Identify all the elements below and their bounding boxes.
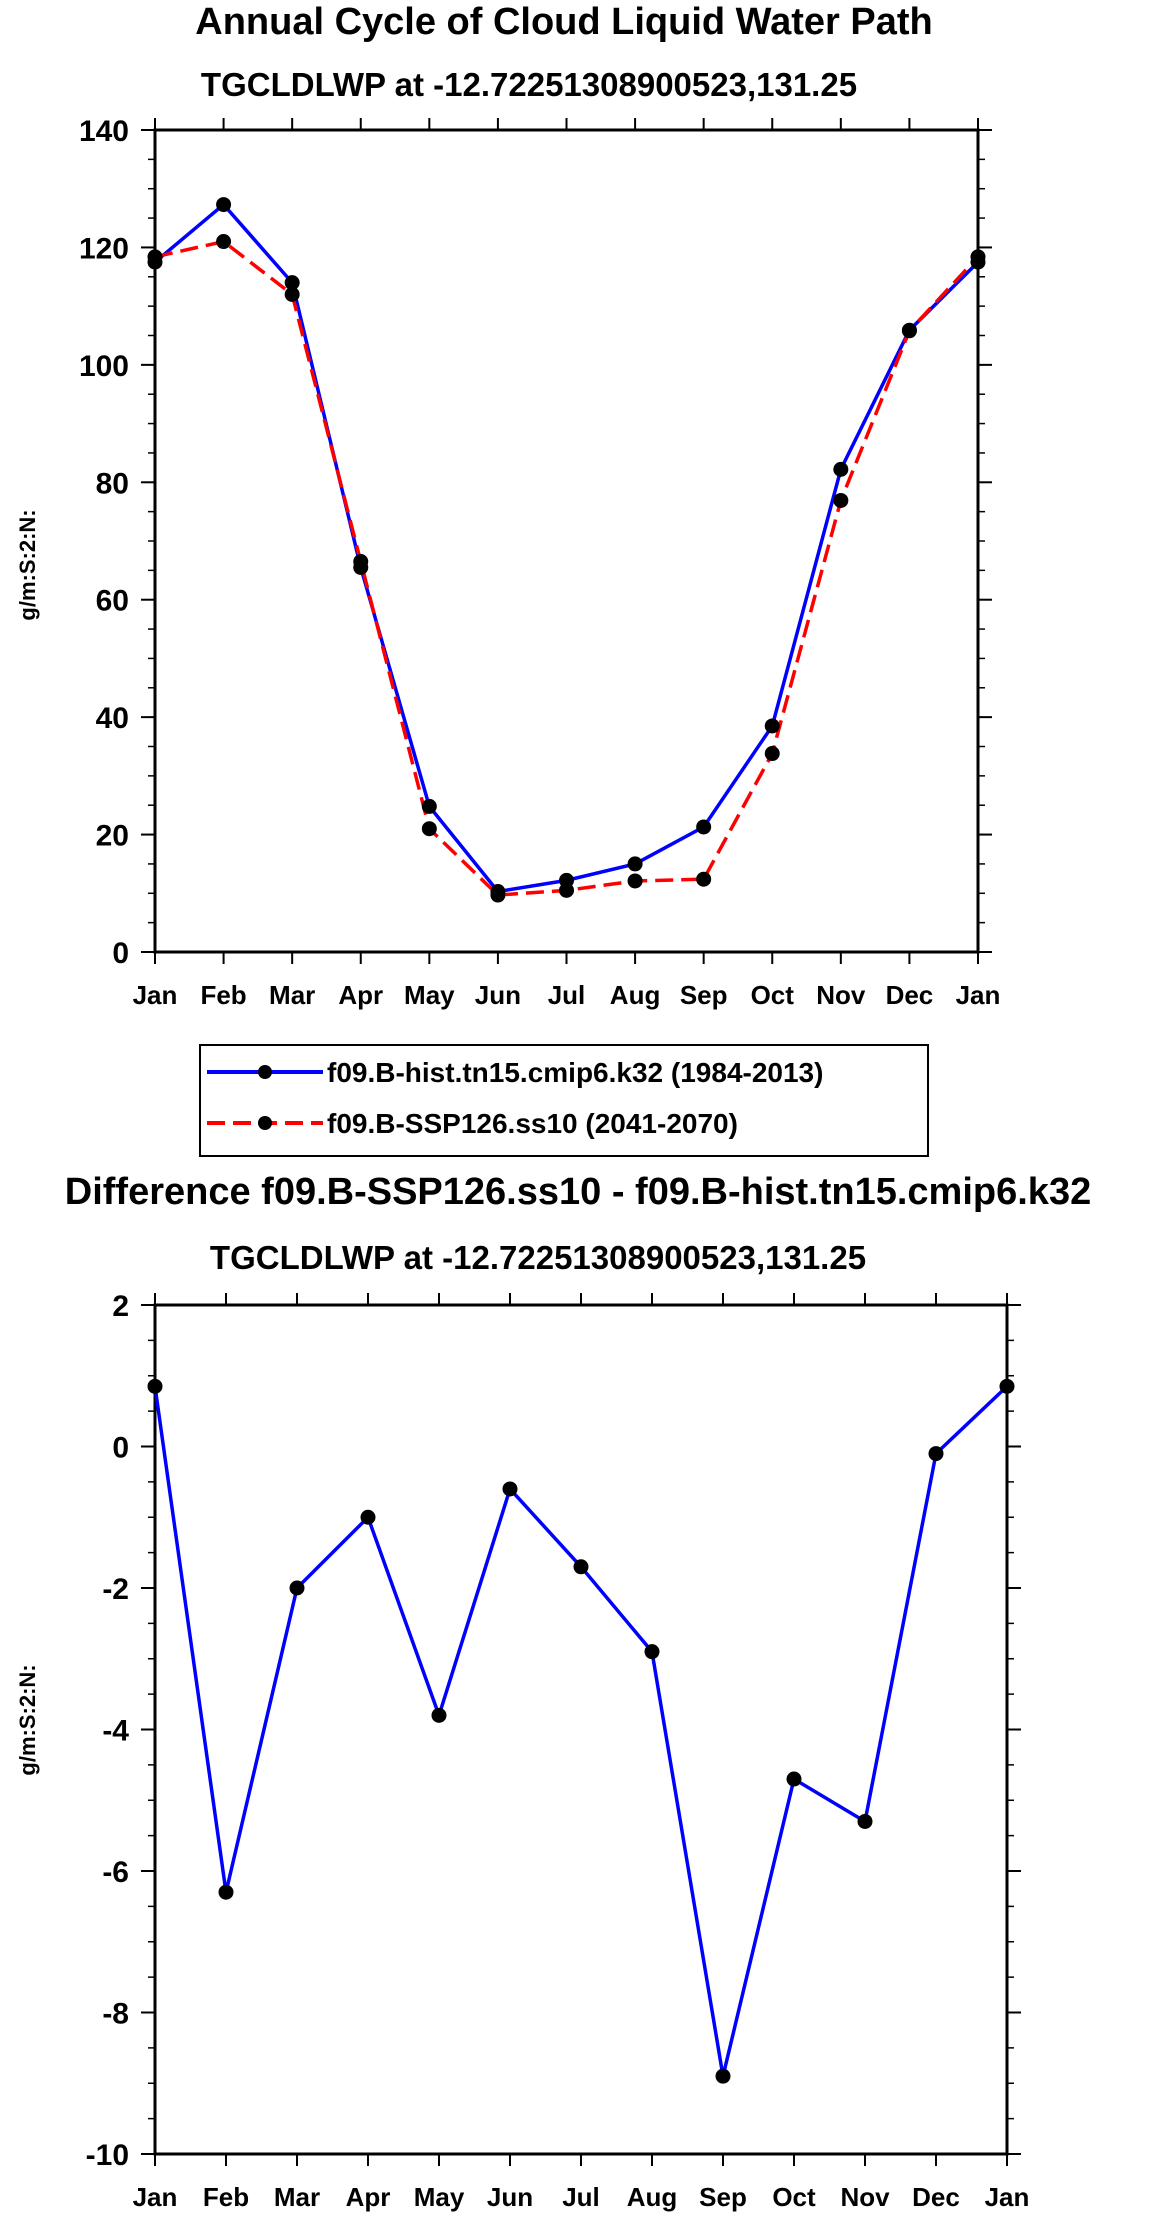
data-point-series-2 [901, 323, 917, 339]
x-tick-label: Nov [816, 980, 866, 1010]
y-tick-label: 0 [112, 1432, 129, 1465]
data-point-series-2 [490, 887, 506, 903]
chart2-plot: Jan Feb Mar Apr May Jun Jul Aug Sep Oct Nov Dec Jan 2… [86, 1290, 1030, 2212]
data-point-series-2 [559, 882, 574, 898]
data-point-series-1 [421, 798, 437, 814]
data-point-series-2 [970, 249, 986, 265]
x-tick-label: May [414, 2182, 465, 2212]
x-tick-label: Sep [680, 980, 728, 1010]
data-point-series-2 [353, 554, 369, 570]
data-point-series-2 [764, 746, 780, 762]
data-point-series-1 [627, 856, 643, 872]
y-tick-label: -8 [102, 1998, 129, 2031]
x-tick-label: Oct [751, 980, 795, 1010]
x-tick-label: Jan [133, 2182, 178, 2212]
x-tick-label: Mar [269, 980, 315, 1010]
x-tick-label: Feb [203, 2182, 249, 2212]
y-tick-label: 40 [96, 702, 129, 735]
series-line-1 [153, 1385, 1009, 2077]
x-tick-label: Nov [840, 2182, 890, 2212]
x-tick-label: Aug [610, 980, 661, 1010]
x-tick-label: Jul [562, 2182, 600, 2212]
y-tick-label: 2 [112, 1290, 129, 1323]
y-tick-label: 80 [96, 467, 129, 500]
data-point-series-1 [284, 275, 300, 291]
x-tick-label: Apr [338, 980, 383, 1010]
data-point-series-1 [764, 718, 780, 734]
series-line-2 [154, 239, 980, 897]
legend-frame [199, 1044, 929, 1157]
y-tick-label: 120 [79, 232, 129, 265]
x-tick-label: Dec [886, 980, 934, 1010]
x-tick-label: Jul [548, 980, 586, 1010]
series-line-1 [153, 202, 980, 894]
chart2-frame [153, 1303, 1009, 2156]
data-point-series-1 [431, 1707, 447, 1723]
data-point-series-2 [216, 234, 232, 250]
data-point-series-1 [289, 1580, 305, 1596]
data-point-series-1 [216, 197, 232, 213]
x-tick-label: Jun [487, 2182, 533, 2212]
data-point-series-1 [644, 1644, 660, 1660]
data-point-series-2 [147, 249, 163, 265]
data-point-series-1 [786, 1771, 802, 1787]
legend-label-hist: f09.B-hist.tn15.cmip6.k32 (1984-2013) [327, 1057, 823, 1088]
y-tick-label: 100 [79, 350, 129, 383]
x-tick-label: Dec [912, 2182, 960, 2212]
data-point-series-2 [696, 871, 712, 887]
legend-marker-hist [258, 1065, 272, 1079]
x-tick-label: May [404, 980, 455, 1010]
x-tick-label: Sep [699, 2182, 747, 2212]
chart1-frame [153, 128, 980, 954]
y-tick-label: -2 [102, 1573, 129, 1606]
data-point-series-1 [502, 1481, 518, 1497]
data-point-series-1 [715, 2068, 731, 2084]
chart1-title: Annual Cycle of Cloud Liquid Water Path [195, 1, 933, 43]
data-point-series-2 [284, 286, 300, 302]
y-tick-label: -10 [86, 2139, 129, 2172]
data-point-series-2 [627, 873, 643, 889]
y-tick-label: 60 [96, 585, 129, 618]
data-point-series-1 [928, 1446, 944, 1462]
data-point-series-1 [857, 1813, 873, 1829]
x-tick-label: Oct [772, 2182, 816, 2212]
chart1-subtitle: TGCLDLWP at -12.72251308900523,131.25 [201, 66, 857, 103]
x-tick-label: Apr [346, 2182, 391, 2212]
chart1-plot: Jan Feb Mar Apr May Jun Jul Aug Sep Oct Nov Dec Jan0… [79, 115, 1000, 1010]
x-tick-label: Feb [200, 980, 246, 1010]
chart2-ylabel: g/m:S:2:N: [15, 1664, 40, 1775]
data-point-series-1 [573, 1559, 589, 1575]
y-tick-label: -6 [102, 1856, 129, 1889]
chart2-subtitle: TGCLDLWP at -12.72251308900523,131.25 [210, 1239, 866, 1276]
legend-label-ssp: f09.B-SSP126.ss10 (2041-2070) [327, 1108, 738, 1139]
data-point-series-1 [999, 1378, 1015, 1394]
legend: f09.B-hist.tn15.cmip6.k32 (1984-2013) f0… [199, 1044, 929, 1157]
y-tick-label: -4 [102, 1715, 129, 1748]
data-point-series-1 [360, 1509, 376, 1525]
x-tick-label: Aug [627, 2182, 678, 2212]
x-tick-label: Jan [956, 980, 1001, 1010]
x-tick-label: Jan [985, 2182, 1030, 2212]
x-tick-label: Mar [274, 2182, 320, 2212]
y-tick-label: 0 [112, 937, 129, 970]
chart2-title: Difference f09.B-SSP126.ss10 - f09.B-his… [65, 1171, 1091, 1213]
chart1-ylabel: g/m:S:2:N: [15, 509, 40, 620]
x-tick-label: Jun [475, 980, 521, 1010]
data-point-series-1 [833, 461, 849, 477]
data-point-series-1 [218, 1884, 234, 1900]
x-tick-label: Jan [133, 980, 178, 1010]
y-tick-label: 140 [79, 115, 129, 148]
data-point-series-1 [696, 819, 712, 835]
data-point-series-1 [147, 1378, 163, 1394]
legend-marker-ssp [258, 1116, 272, 1130]
y-tick-label: 20 [96, 820, 129, 853]
data-point-series-2 [421, 821, 437, 837]
data-point-series-2 [833, 492, 849, 508]
